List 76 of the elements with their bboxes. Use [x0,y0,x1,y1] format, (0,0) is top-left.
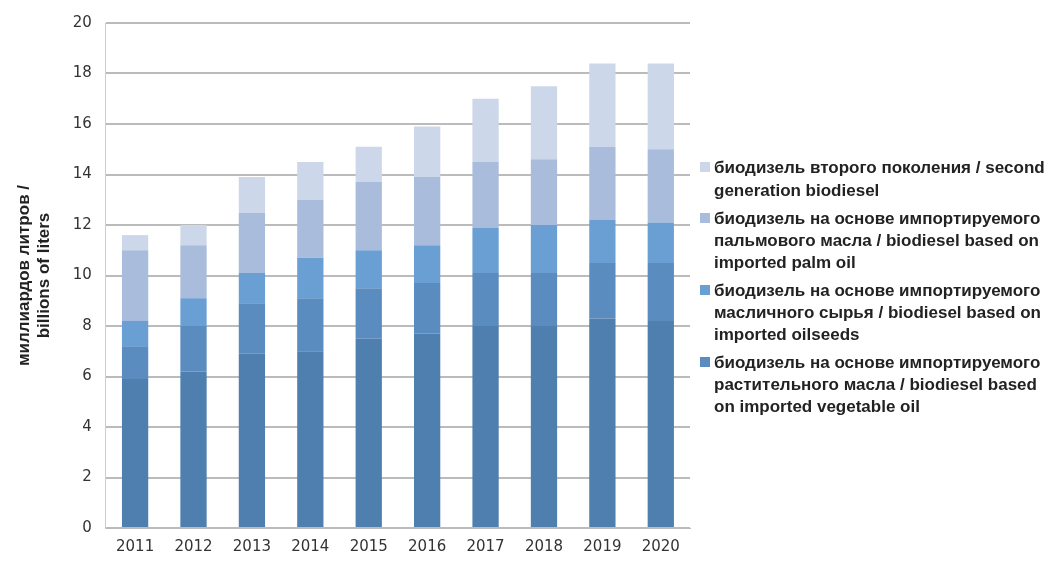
bar [472,227,499,273]
legend-label: биодизель второго поколения / second generation biodiesel [714,157,1046,202]
bar [180,245,207,299]
bar [180,326,207,372]
x-tick-label: 2016 [408,536,447,555]
bar [238,272,266,304]
bar [121,346,149,380]
bar [589,262,616,319]
bar [530,272,558,326]
y-tick-label: 2 [82,467,92,486]
bar [297,257,324,299]
bar [121,235,149,251]
bar [589,63,616,147]
bar [472,98,499,162]
bar [472,326,499,527]
x-tick-label: 2017 [466,536,505,555]
y-tick-label: 18 [72,63,92,82]
x-tick-label: 2015 [349,536,388,555]
y-tick-label: 12 [72,214,92,233]
bar [414,283,441,334]
bar [238,212,266,273]
bar [414,126,441,178]
bar [180,298,207,326]
bar [589,146,616,220]
bar [180,225,207,246]
bar [121,320,149,347]
y-tick-label: 10 [72,265,92,284]
bar [297,161,324,200]
bar [238,353,266,527]
bar [530,225,558,273]
bar [647,149,674,223]
bar [355,338,382,527]
x-tick-label: 2012 [174,536,213,555]
bar [355,182,382,251]
y-tick-label: 0 [82,517,92,536]
bar [180,371,207,527]
bar [472,161,499,228]
bar [238,177,266,213]
y-tick-label: 8 [82,315,92,334]
bar [355,288,382,339]
bar [589,318,616,527]
bar [238,303,266,354]
y-tick-label: 16 [72,113,92,132]
bar [414,245,441,284]
bar [297,199,324,258]
y-tick-label: 20 [72,12,92,31]
bar [414,177,441,246]
legend-label: биодизель на основе импортируемого пальмового масла / biodiesel based on imported palm oil [714,207,1042,274]
bar [647,320,674,527]
bar [647,63,674,150]
bar [121,379,149,527]
x-tick-label: 2020 [641,536,680,555]
bar [121,250,149,321]
bar [589,219,616,263]
y-tick-label: 6 [82,366,92,385]
x-tick-label: 2018 [524,536,564,555]
bar [297,351,324,527]
y-axis-title: миллиардов литров / billions of liters [13,184,54,367]
x-tick-label: 2011 [116,536,155,555]
bar [355,250,382,289]
bar [647,262,674,321]
bar [530,86,558,160]
bar [297,298,324,352]
bar [530,159,558,225]
bar [530,326,558,527]
bar [472,272,499,326]
bar [355,146,382,183]
y-tick-label: 4 [82,416,92,435]
bar [647,222,674,263]
legend-label: биодизель на основе импортируемого масличного сырья / biodiesel based on imported oilseeds [714,279,1042,347]
y-tick-label: 14 [72,164,92,183]
x-tick-label: 2019 [583,536,622,555]
bar [414,333,441,527]
x-tick-label: 2014 [291,536,330,555]
legend-label: биодизель на основе импортируемого растительного масла / biodiesel based on imported vegetable oil [714,352,1042,419]
x-tick-label: 2013 [232,536,272,555]
